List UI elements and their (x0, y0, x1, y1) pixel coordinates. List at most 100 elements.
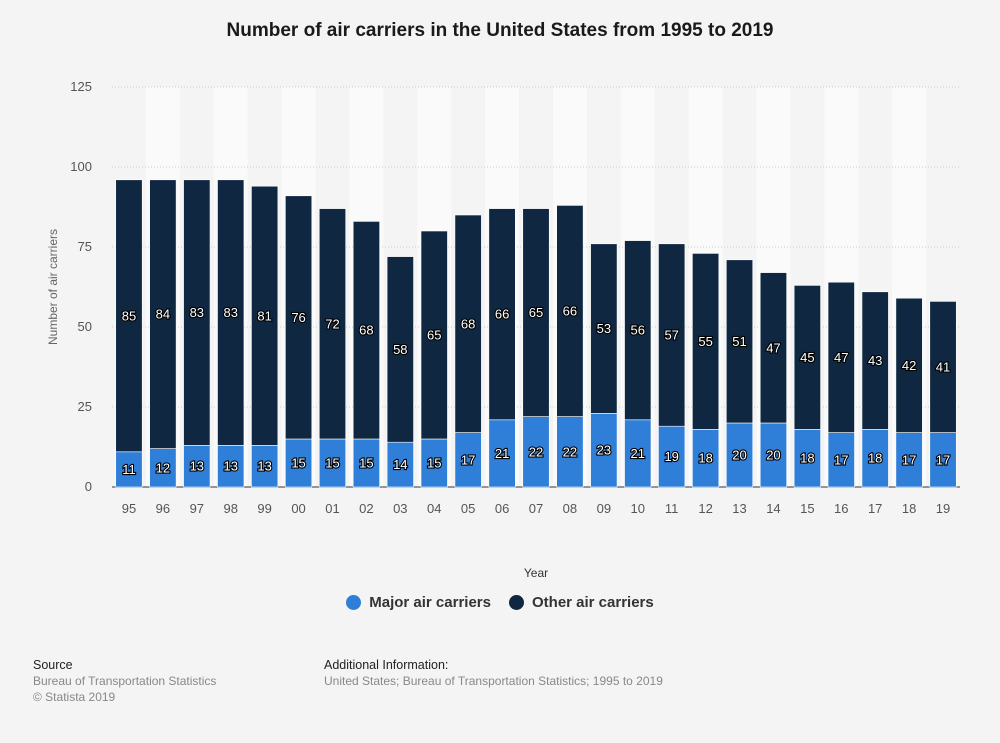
legend-item-major[interactable]: Major air carriers (346, 594, 491, 611)
data-label-major: 20 (732, 448, 746, 463)
bar-other (352, 221, 380, 440)
bar-other (318, 208, 347, 440)
y-tick-label: 75 (78, 239, 92, 254)
data-label-major: 14 (393, 457, 407, 472)
data-label-major: 15 (359, 456, 373, 471)
data-label-other: 47 (834, 350, 848, 365)
bar-major (522, 416, 550, 488)
x-tick-label: 17 (868, 501, 882, 516)
data-label-other: 84 (156, 307, 170, 322)
data-label-other: 83 (190, 305, 204, 320)
x-tick-label: 06 (495, 501, 509, 516)
bar-other (149, 179, 177, 449)
data-label-major: 18 (868, 451, 882, 466)
data-label-other: 85 (122, 308, 136, 323)
additional-info-block: Additional Information: United States; B… (324, 657, 663, 689)
bar-major (149, 448, 177, 488)
data-label-other: 66 (495, 307, 509, 322)
bar-major (658, 425, 686, 488)
chart-title: Number of air carriers in the United Sta… (226, 20, 774, 41)
bar-major (759, 422, 787, 488)
data-label-other: 55 (698, 334, 712, 349)
data-label-major: 12 (156, 460, 170, 475)
x-tick-label: 10 (631, 501, 645, 516)
legend-label-major: Major air carriers (369, 594, 491, 611)
x-tick-label: 12 (698, 501, 712, 516)
x-tick-label: 16 (834, 501, 848, 516)
y-tick-label: 0 (85, 479, 92, 494)
data-label-major: 18 (698, 451, 712, 466)
bar-other (827, 281, 855, 433)
x-tick-label: 09 (597, 501, 611, 516)
data-label-other: 51 (732, 334, 746, 349)
bar-other (285, 195, 313, 440)
data-label-other: 65 (529, 305, 543, 320)
data-label-other: 68 (359, 323, 373, 338)
data-label-major: 17 (902, 452, 916, 467)
data-label-major: 17 (936, 452, 950, 467)
x-axis-label: Year (524, 566, 548, 580)
data-label-other: 53 (597, 321, 611, 336)
data-label-other: 76 (291, 310, 305, 325)
x-tick-label: 08 (563, 501, 577, 516)
bar-major (895, 432, 923, 488)
y-tick-label: 100 (70, 159, 92, 174)
y-axis-label: Number of air carriers (46, 229, 60, 345)
additional-info-heading: Additional Information: (324, 658, 449, 672)
data-label-other: 45 (800, 350, 814, 365)
data-label-other: 43 (868, 353, 882, 368)
bar-other (658, 243, 686, 427)
data-label-other: 68 (461, 316, 475, 331)
bar-other (725, 259, 754, 424)
legend-item-other[interactable]: Other air carriers (509, 594, 654, 611)
bar-other (861, 291, 889, 430)
data-label-major: 15 (291, 456, 305, 471)
x-tick-label: 07 (529, 501, 543, 516)
x-tick-label: 98 (223, 501, 237, 516)
bar-major (183, 445, 211, 488)
data-label-major: 17 (834, 452, 848, 467)
chart-legend: Major air carriers Other air carriers (0, 594, 1000, 611)
data-label-other: 42 (902, 358, 916, 373)
bar-major (624, 419, 652, 488)
bar-major (352, 438, 380, 488)
bar-major (386, 441, 414, 488)
bar-other (115, 179, 143, 453)
bar-other (590, 243, 618, 414)
x-tick-label: 18 (902, 501, 916, 516)
bar-major (590, 413, 618, 488)
bar-other (556, 205, 584, 417)
x-tick-label: 13 (732, 501, 746, 516)
bar-major (692, 429, 720, 488)
x-tick-label: 95 (122, 501, 136, 516)
data-label-major: 15 (427, 456, 441, 471)
bar-other (929, 301, 957, 433)
bar-major (861, 429, 889, 488)
x-tick-label: 01 (325, 501, 339, 516)
data-label-major: 18 (800, 451, 814, 466)
x-tick-label: 97 (190, 501, 204, 516)
bar-other (488, 208, 516, 421)
bar-other (217, 179, 245, 446)
copyright-text: © Statista 2019 (33, 690, 116, 704)
y-tick-label: 50 (78, 319, 92, 334)
x-tick-label: 19 (936, 501, 950, 516)
data-label-other: 47 (766, 340, 780, 355)
x-tick-label: 96 (156, 501, 170, 516)
x-tick-label: 15 (800, 501, 814, 516)
data-label-major: 15 (325, 456, 339, 471)
data-label-other: 41 (936, 360, 950, 375)
bar-major (725, 422, 754, 488)
bar-other (759, 272, 787, 424)
bar-other (522, 208, 550, 417)
bar-other (624, 240, 652, 421)
additional-info-text: United States; Bureau of Transportation … (324, 674, 663, 688)
bar-other (386, 256, 414, 443)
data-label-other: 57 (664, 328, 678, 343)
legend-label-other: Other air carriers (532, 594, 654, 611)
data-label-major: 22 (529, 444, 543, 459)
bar-other (895, 297, 923, 433)
data-label-major: 19 (664, 449, 678, 464)
bar-major (285, 438, 313, 488)
